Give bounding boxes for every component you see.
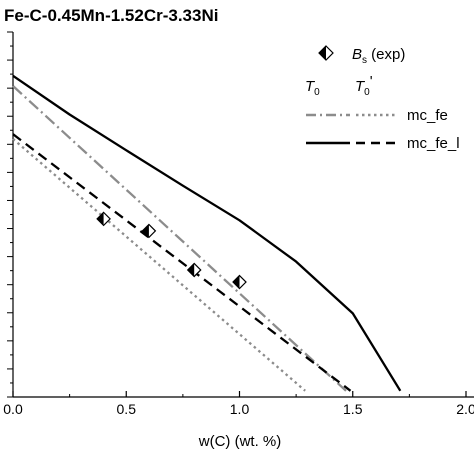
legend-t0-header: T0	[305, 78, 320, 98]
y-ticks	[7, 31, 13, 398]
marker-fill	[142, 224, 149, 238]
legend-bs-marker	[318, 45, 334, 61]
legend-bs-label: Bs (exp)	[352, 46, 405, 66]
series-lines	[12, 74, 402, 392]
marker-fill	[319, 46, 326, 60]
bs-point	[186, 262, 202, 278]
x-tick-label: 2.0	[456, 401, 474, 417]
bs-point	[232, 274, 247, 290]
marker-fill	[233, 275, 240, 289]
x-tick-label: 1.5	[343, 401, 363, 417]
marker-fill	[97, 212, 104, 226]
legend: Bs (exp) T0 T0' mc_fe mc_fe_l	[305, 45, 460, 152]
x-tick-label: 0.5	[117, 401, 137, 417]
bs-point	[96, 211, 111, 227]
legend-row1-label: mc_fe	[407, 107, 448, 124]
plot-area: 0.0 0.5 1.0 1.5 2.0	[3, 31, 474, 417]
x-tick-label: 1.0	[230, 401, 250, 417]
marker-fill	[187, 263, 195, 277]
chart-title: Fe-C-0.45Mn-1.52Cr-3.33Ni	[4, 6, 218, 25]
bs-point	[141, 223, 157, 239]
series-line-mc-fe-dotted	[12, 138, 306, 392]
series-line-mc-fe-l-dashed	[12, 133, 352, 392]
series-line-mc-fe-l-solid	[12, 74, 402, 392]
x-tick-labels: 0.0 0.5 1.0 1.5 2.0	[3, 401, 474, 417]
x-axis-label: w(C) (wt. %)	[198, 433, 282, 450]
series-line-mc-fe-dash-dot	[12, 85, 347, 392]
bs-markers	[96, 211, 247, 290]
x-tick-label: 0.0	[3, 401, 23, 417]
legend-t0-prime-header: T0'	[355, 73, 373, 98]
legend-bs-diamond	[318, 45, 334, 61]
x-ticks	[12, 391, 467, 397]
legend-row2-label: mc_fe_l	[407, 135, 460, 152]
